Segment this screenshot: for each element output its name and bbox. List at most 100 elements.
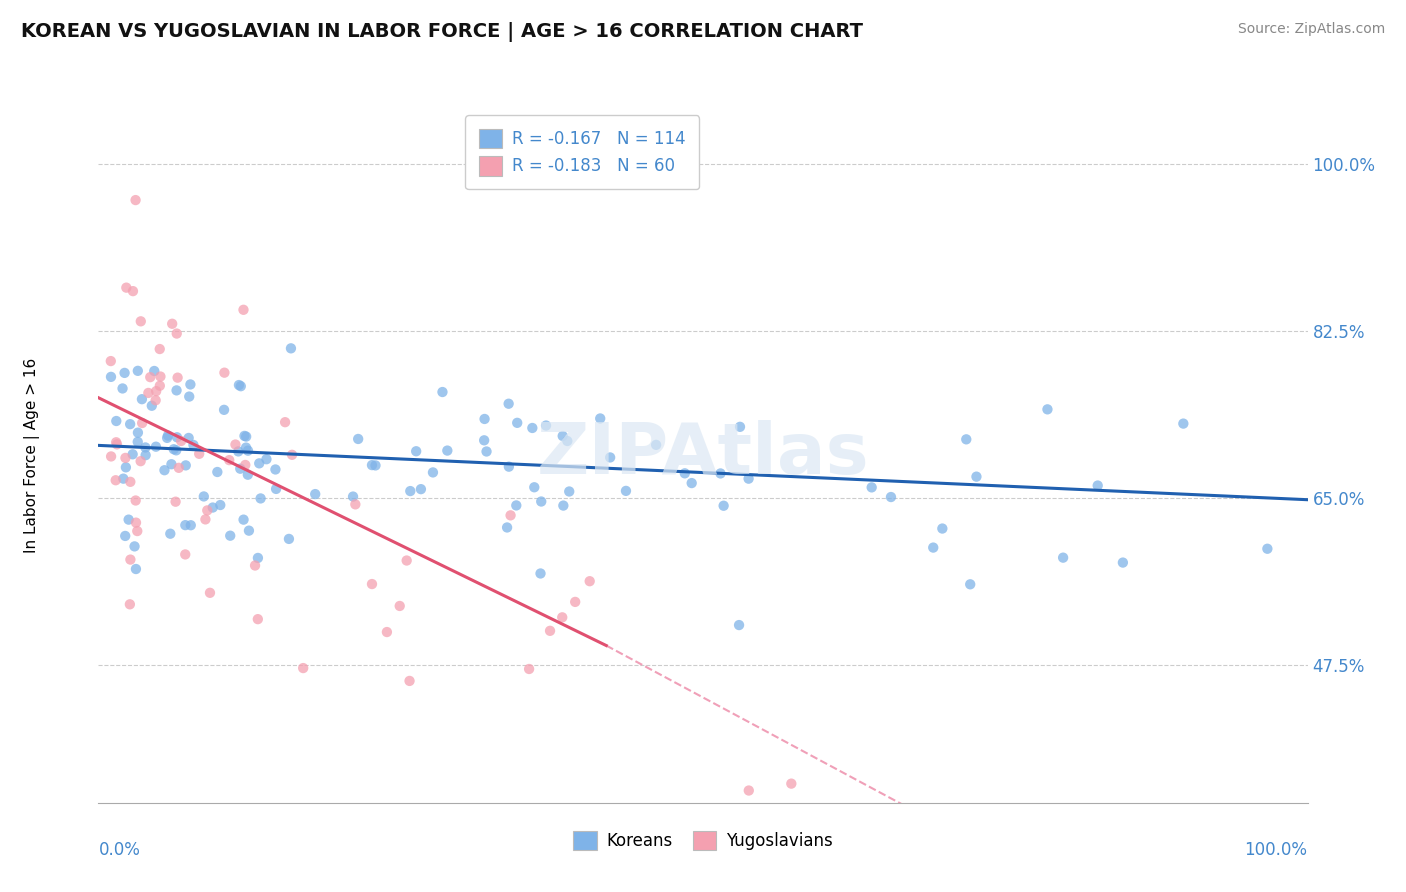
Text: KOREAN VS YUGOSLAVIAN IN LABOR FORCE | AGE > 16 CORRELATION CHART: KOREAN VS YUGOSLAVIAN IN LABOR FORCE | A… — [21, 22, 863, 42]
Point — [212, 402, 235, 417]
Point — [111, 381, 134, 395]
Point — [564, 595, 586, 609]
Point — [1256, 541, 1278, 556]
Point — [228, 378, 250, 392]
Point — [578, 574, 600, 589]
Point — [304, 487, 326, 501]
Point — [361, 577, 384, 591]
Point — [246, 612, 269, 626]
Point — [713, 499, 735, 513]
Point — [247, 456, 270, 470]
Point — [145, 440, 167, 454]
Point — [201, 500, 224, 515]
Point — [112, 472, 135, 486]
Point — [278, 532, 301, 546]
Point — [114, 450, 136, 465]
Point — [156, 428, 179, 442]
Point — [117, 513, 139, 527]
Point — [395, 553, 418, 567]
Point — [523, 480, 546, 494]
Point — [125, 516, 148, 530]
Point — [198, 586, 221, 600]
Point — [432, 384, 454, 399]
Point — [709, 467, 731, 481]
Point — [499, 508, 522, 523]
Point — [405, 444, 427, 458]
Text: 0.0%: 0.0% — [98, 841, 141, 859]
Point — [1036, 402, 1059, 417]
Point — [159, 526, 181, 541]
Point — [149, 378, 172, 392]
Point — [124, 540, 146, 554]
Point — [166, 430, 188, 444]
Point — [472, 434, 495, 448]
Point — [589, 411, 612, 425]
Point — [114, 366, 136, 380]
Point — [139, 370, 162, 384]
Point — [517, 662, 540, 676]
Point — [135, 448, 157, 462]
Point — [737, 472, 759, 486]
Point — [1052, 550, 1074, 565]
Point — [398, 673, 420, 688]
Point — [160, 317, 183, 331]
Point — [180, 518, 202, 533]
Point — [174, 548, 197, 562]
Point — [292, 661, 315, 675]
Point — [529, 566, 551, 581]
Point — [115, 280, 138, 294]
Point — [209, 498, 232, 512]
Point — [551, 429, 574, 443]
Point — [388, 599, 411, 613]
Point — [100, 450, 122, 464]
Point — [124, 493, 146, 508]
Point — [165, 443, 187, 458]
Point — [557, 434, 579, 448]
Point — [281, 448, 304, 462]
Point — [1173, 417, 1195, 431]
Point — [246, 550, 269, 565]
Point — [965, 469, 987, 483]
Point — [422, 466, 444, 480]
Point — [131, 416, 153, 430]
Point — [860, 480, 883, 494]
Point — [232, 302, 254, 317]
Point — [233, 458, 256, 472]
Point — [149, 369, 172, 384]
Point — [235, 441, 257, 455]
Point — [375, 625, 398, 640]
Point — [105, 414, 128, 428]
Point — [207, 465, 229, 479]
Point — [100, 370, 122, 384]
Point — [121, 447, 143, 461]
Point — [728, 618, 751, 632]
Point — [166, 326, 188, 341]
Point — [232, 513, 254, 527]
Point — [474, 412, 496, 426]
Point — [344, 497, 367, 511]
Point — [342, 490, 364, 504]
Point — [236, 443, 259, 458]
Point — [538, 624, 561, 638]
Point — [505, 499, 527, 513]
Point — [100, 354, 122, 368]
Point — [218, 453, 240, 467]
Point — [219, 529, 242, 543]
Text: 100.0%: 100.0% — [1244, 841, 1308, 859]
Point — [399, 484, 422, 499]
Point — [880, 490, 903, 504]
Point — [673, 467, 696, 481]
Point — [436, 443, 458, 458]
Point — [955, 433, 977, 447]
Point — [238, 524, 260, 538]
Point — [183, 438, 205, 452]
Point — [118, 597, 141, 611]
Point — [177, 431, 200, 445]
Point — [134, 441, 156, 455]
Point — [166, 370, 188, 384]
Point — [120, 475, 142, 489]
Point — [1112, 556, 1135, 570]
Point — [149, 342, 172, 356]
Point — [124, 193, 146, 207]
Point — [145, 384, 167, 399]
